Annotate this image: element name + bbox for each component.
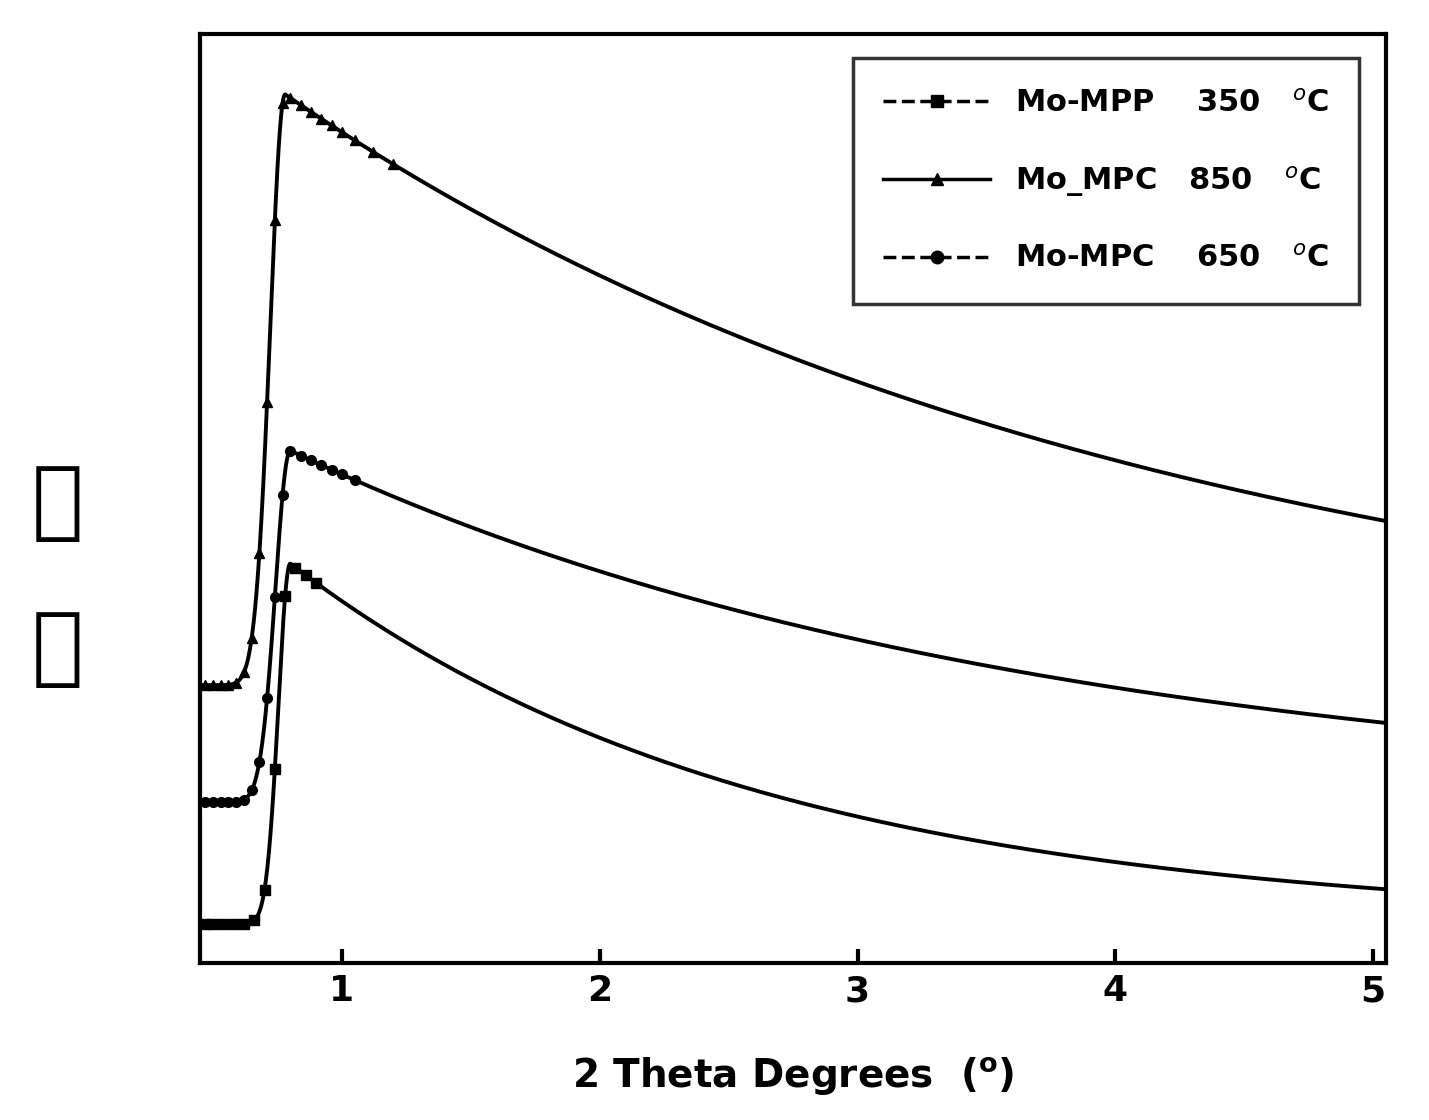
- Text: 度: 度: [31, 608, 83, 691]
- Text: 2 Theta Degrees  $\mathregular{(^{o})}$: 2 Theta Degrees $\mathregular{(^{o})}$: [572, 1056, 1015, 1099]
- Text: 强: 强: [31, 463, 83, 545]
- Legend: Mo-MPP    350   $^{o}$C, Mo_MPC   850   $^{o}$C, Mo-MPC    650   $^{o}$C: Mo-MPP 350 $^{o}$C, Mo_MPC 850 $^{o}$C, …: [853, 58, 1359, 304]
